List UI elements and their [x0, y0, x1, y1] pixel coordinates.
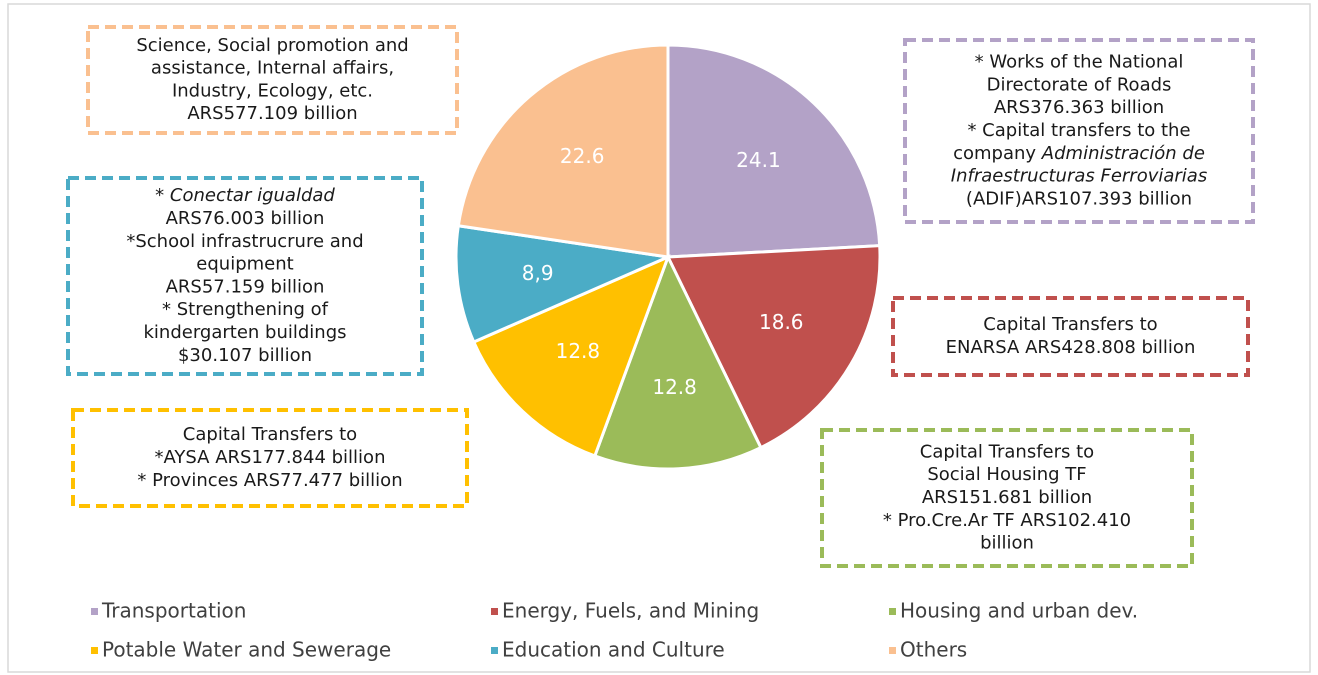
- annotation-text: Science, Social promotion and: [136, 35, 408, 56]
- legend-marker: [91, 608, 98, 615]
- annotation-line: ARS376.363 billion: [994, 97, 1164, 118]
- annotation-text: * Provinces ARS77.477 billion: [137, 470, 402, 491]
- annotation-line: * Capital transfers to the: [967, 120, 1190, 141]
- annotation-text: ARS57.159 billion: [166, 276, 325, 297]
- legend-label: Energy, Fuels, and Mining: [502, 599, 759, 623]
- annotation-line: ARS76.003 billion: [166, 208, 325, 229]
- chart-frame: [7, 3, 1311, 673]
- annotation-box: [71, 408, 469, 508]
- annotation-line: Industry, Ecology, etc.: [172, 80, 373, 101]
- data-label: 18.6: [759, 310, 804, 334]
- legend-marker: [491, 647, 498, 654]
- annotation-line: ARS57.159 billion: [166, 276, 325, 297]
- annotation-line: kindergarten buildings: [143, 322, 346, 343]
- legend-marker: [889, 647, 896, 654]
- annotation-text: ENARSA ARS428.808 billion: [946, 337, 1196, 358]
- annotation-line: $30.107 billion: [178, 345, 312, 366]
- annotation-box: [903, 38, 1255, 224]
- annotation-text: Directorate of Roads: [987, 74, 1172, 95]
- data-label: 12.8: [556, 339, 601, 363]
- annotation-text: * Strengthening of: [162, 299, 329, 320]
- annotation-text: * Pro.Cre.Ar TF ARS102.410: [883, 510, 1131, 531]
- annotation-line: Science, Social promotion and: [136, 35, 408, 56]
- annotation-line: billion: [980, 533, 1034, 554]
- legend-label: Housing and urban dev.: [900, 599, 1138, 623]
- annotation-line: * Provinces ARS77.477 billion: [137, 470, 402, 491]
- annotation-line: * Strengthening of: [162, 299, 329, 320]
- annotation-text: company: [953, 143, 1042, 164]
- pie-slice: [471, 254, 671, 458]
- annotation-text: *AYSA ARS177.844 billion: [155, 447, 386, 468]
- legend-label: Others: [900, 638, 967, 662]
- annotation-line: *School infrastrucrure and: [126, 231, 363, 252]
- annotation-text: Industry, Ecology, etc.: [172, 80, 373, 101]
- annotation-text: ARS76.003 billion: [166, 208, 325, 229]
- annotation-box: [66, 176, 424, 376]
- annotation-line: * Works of the National: [975, 52, 1184, 73]
- annotation-text: *: [155, 185, 170, 206]
- pie-slice: [592, 253, 763, 471]
- legend-marker: [889, 608, 896, 615]
- data-label: 22.6: [560, 144, 605, 168]
- data-label: 8,9: [522, 261, 554, 285]
- annotation-text: *School infrastrucrure and: [126, 231, 363, 252]
- legend-label: Transportation: [101, 599, 246, 623]
- annotation-line: Social Housing TF: [927, 464, 1086, 485]
- annotation-text: Capital Transfers to: [920, 441, 1094, 462]
- annotation-text: kindergarten buildings: [143, 322, 346, 343]
- annotation-text: (ADIF)ARS107.393 billion: [966, 188, 1192, 209]
- annotation-line: equipment: [196, 254, 293, 275]
- annotation-text: Infraestructuras Ferroviarias: [951, 166, 1207, 187]
- pie-slice: [454, 224, 674, 344]
- annotation-text: ARS376.363 billion: [994, 97, 1164, 118]
- annotation-box: [891, 296, 1250, 377]
- annotation-line: *AYSA ARS177.844 billion: [155, 447, 386, 468]
- annotation-line: Infraestructuras Ferroviarias: [951, 166, 1207, 187]
- data-label: 12.8: [652, 375, 697, 399]
- annotation-line: company Administración de: [953, 143, 1205, 164]
- annotation-text: $30.107 billion: [178, 345, 312, 366]
- annotation-text: Capital Transfers to: [983, 314, 1157, 335]
- legend-marker: [491, 608, 498, 615]
- annotation-text: ARS151.681 billion: [922, 487, 1092, 508]
- pie-slice: [666, 43, 882, 259]
- annotation-text: ARS577.109 billion: [187, 103, 357, 124]
- pie-slice: [456, 43, 670, 259]
- annotation-text: * Capital transfers to the: [967, 120, 1190, 141]
- annotation-text: Capital Transfers to: [183, 424, 357, 445]
- annotation-text: assistance, Internal affairs,: [151, 58, 394, 79]
- annotation-line: Capital Transfers to: [983, 314, 1157, 335]
- annotation-box: [820, 428, 1194, 568]
- data-label: 24.1: [736, 148, 781, 172]
- annotation-line: ARS577.109 billion: [187, 103, 357, 124]
- legend-label: Potable Water and Sewerage: [102, 638, 391, 662]
- legend-marker: [91, 647, 98, 654]
- legend-label: Education and Culture: [502, 638, 725, 662]
- annotation-line: Capital Transfers to: [920, 441, 1094, 462]
- annotation-text: * Works of the National: [975, 52, 1184, 73]
- pie-slice: [665, 244, 882, 450]
- annotation-line: * Conectar igualdad: [155, 185, 335, 206]
- annotation-line: Capital Transfers to: [183, 424, 357, 445]
- annotation-line: (ADIF)ARS107.393 billion: [966, 188, 1192, 209]
- annotation-text: Social Housing TF: [927, 464, 1086, 485]
- annotation-line: ARS151.681 billion: [922, 487, 1092, 508]
- annotation-text: Administración de: [1041, 143, 1205, 164]
- annotation-line: Directorate of Roads: [987, 74, 1172, 95]
- annotation-text: Conectar igualdad: [170, 185, 335, 206]
- annotation-line: assistance, Internal affairs,: [151, 58, 394, 79]
- annotation-line: * Pro.Cre.Ar TF ARS102.410: [883, 510, 1131, 531]
- annotation-text: billion: [980, 533, 1034, 554]
- annotation-box: [86, 25, 459, 135]
- annotation-text: equipment: [196, 254, 293, 275]
- annotation-line: ENARSA ARS428.808 billion: [946, 337, 1196, 358]
